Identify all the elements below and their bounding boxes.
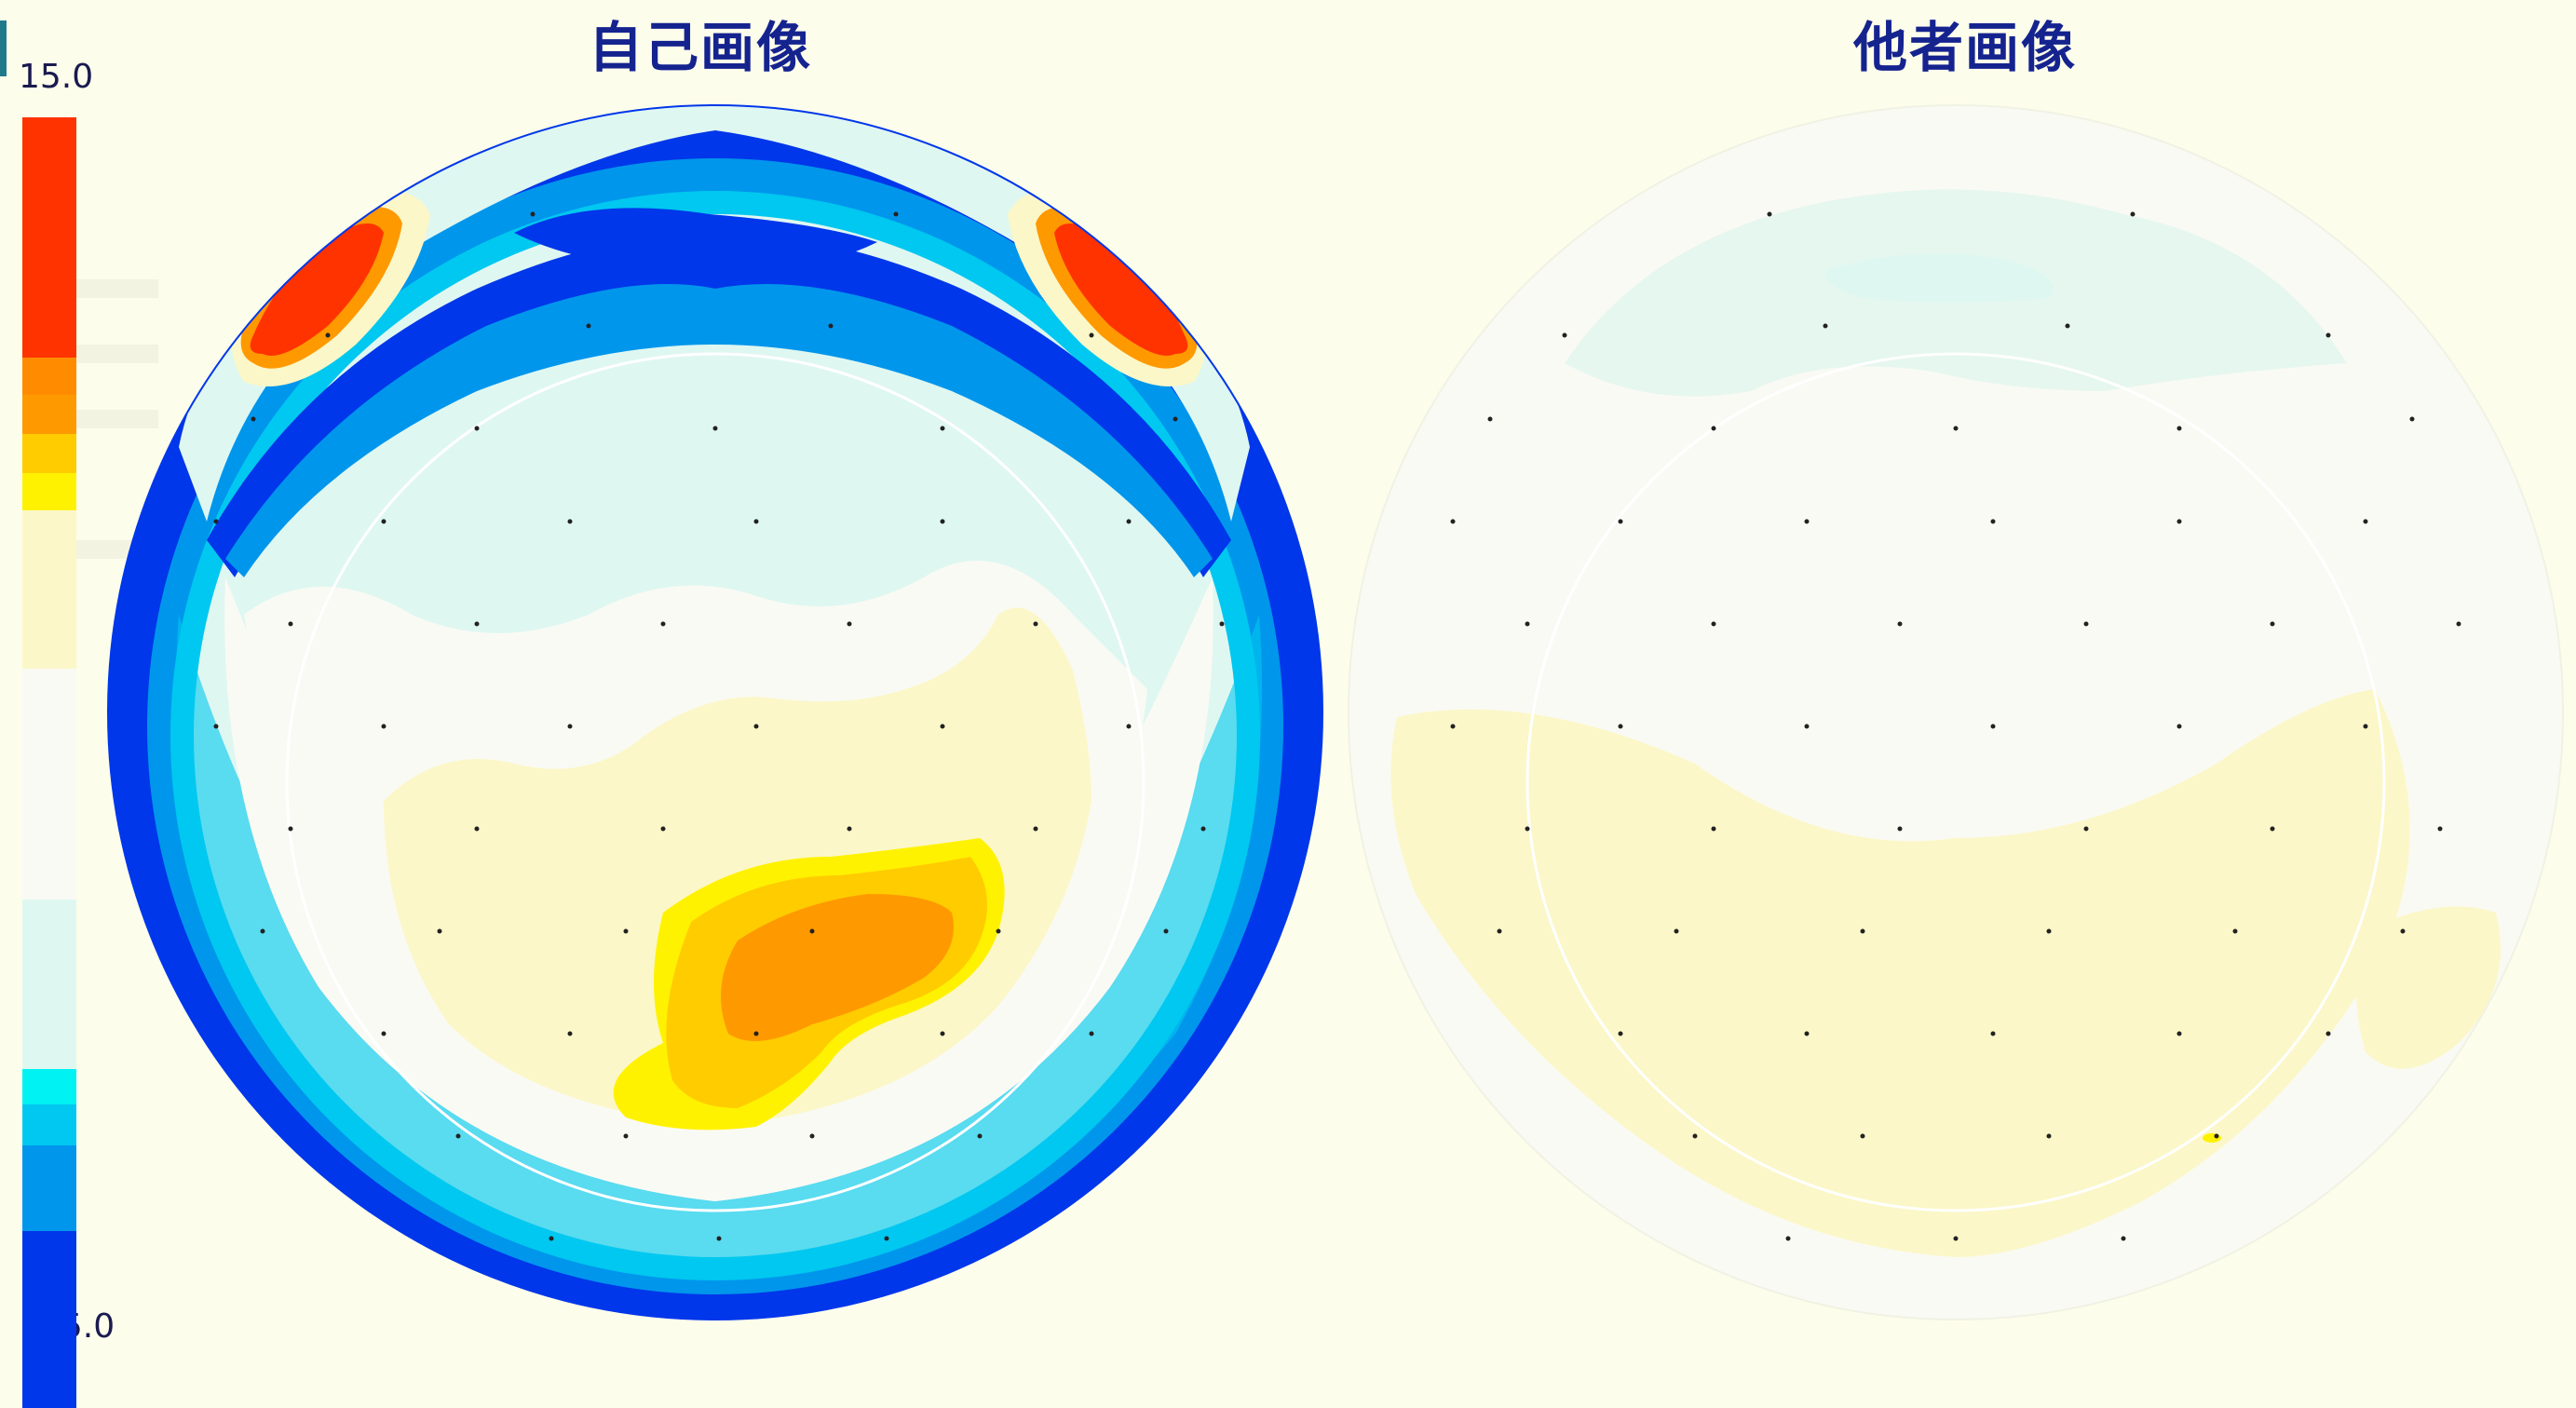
electrode-dots-other	[1450, 211, 2461, 1241]
colorbar-segment-pale-cyan	[22, 900, 76, 1069]
colorbar-segment-orange	[22, 395, 76, 434]
colorbar-segment-sky	[22, 1104, 76, 1145]
panel-title-other-image: 他者画像	[1853, 16, 2078, 79]
colorbar-segment-blue	[22, 1145, 76, 1231]
colorbar-segment-neutral	[22, 669, 76, 900]
colorbar-segment-cyan	[22, 1069, 76, 1104]
accent-bar	[0, 20, 7, 76]
colorbar-segment-red	[22, 117, 76, 358]
panel-title-self-image: 自己画像	[589, 16, 813, 79]
colorbar-segment-dark-blue	[22, 1231, 76, 1408]
topomap-self-image	[107, 104, 1323, 1320]
colorbar	[22, 117, 76, 1408]
colorbar-max-label: 15.0	[19, 58, 94, 96]
colorbar-segment-yellow	[22, 473, 76, 510]
colorbar-segment-amber	[22, 434, 76, 473]
colorbar-segment-orange-dark	[22, 358, 76, 395]
colorbar-segment-pale-yellow	[22, 510, 76, 669]
electrode-dots-self	[213, 211, 1225, 1241]
topomap-other-image	[1348, 104, 2564, 1320]
